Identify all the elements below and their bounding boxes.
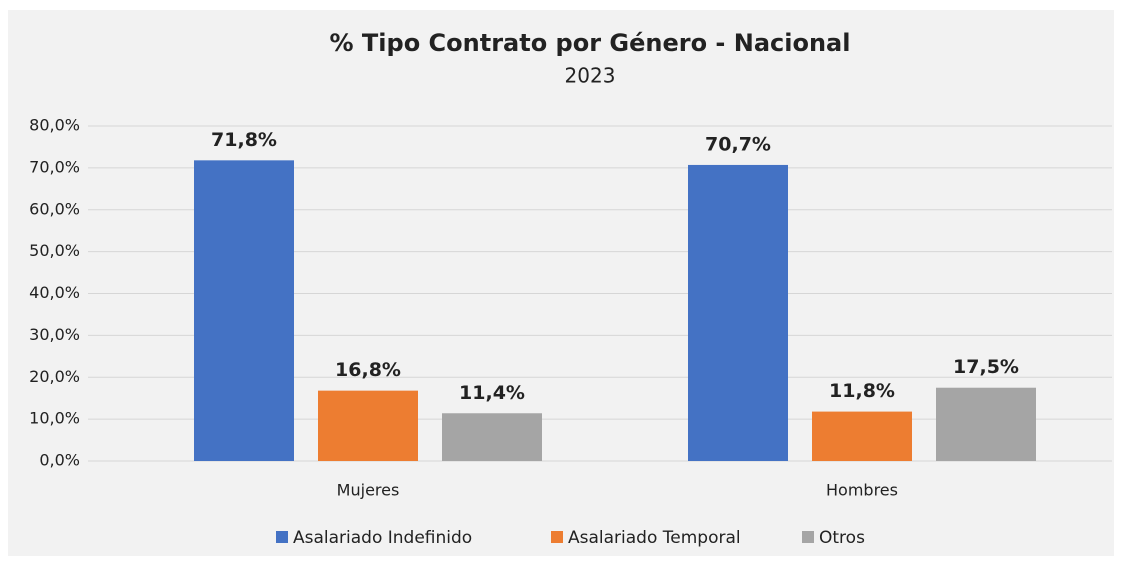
- bar: [318, 390, 418, 461]
- legend-label: Asalariado Indefinido: [293, 528, 472, 548]
- legend-swatch: [551, 531, 563, 543]
- y-tick-label: 10,0%: [29, 409, 80, 428]
- data-label: 11,8%: [829, 380, 895, 402]
- bar: [688, 164, 788, 461]
- bar: [194, 160, 294, 461]
- legend-swatch: [802, 531, 814, 543]
- y-tick-label: 40,0%: [29, 283, 80, 302]
- data-label: 70,7%: [705, 133, 771, 155]
- chart-subtitle: 2023: [565, 64, 616, 88]
- y-tick-label: 0,0%: [39, 451, 80, 470]
- y-tick-label: 70,0%: [29, 157, 80, 176]
- bar: [812, 411, 912, 461]
- data-label: 17,5%: [953, 356, 1019, 378]
- legend-label: Asalariado Temporal: [568, 528, 741, 548]
- x-tick-label: Mujeres: [337, 481, 400, 500]
- data-label: 16,8%: [335, 359, 401, 381]
- chart-background: [8, 10, 1114, 556]
- data-label: 11,4%: [459, 382, 525, 404]
- bar: [442, 413, 542, 461]
- y-tick-label: 50,0%: [29, 241, 80, 260]
- bar: [936, 387, 1036, 461]
- y-tick-label: 60,0%: [29, 199, 80, 218]
- legend-swatch: [276, 531, 288, 543]
- legend-label: Otros: [819, 528, 865, 548]
- x-tick-label: Hombres: [826, 481, 898, 500]
- data-label: 71,8%: [211, 129, 277, 151]
- y-tick-label: 20,0%: [29, 367, 80, 386]
- y-tick-label: 30,0%: [29, 325, 80, 344]
- chart-title: % Tipo Contrato por Género - Nacional: [330, 29, 851, 57]
- y-tick-label: 80,0%: [29, 116, 80, 135]
